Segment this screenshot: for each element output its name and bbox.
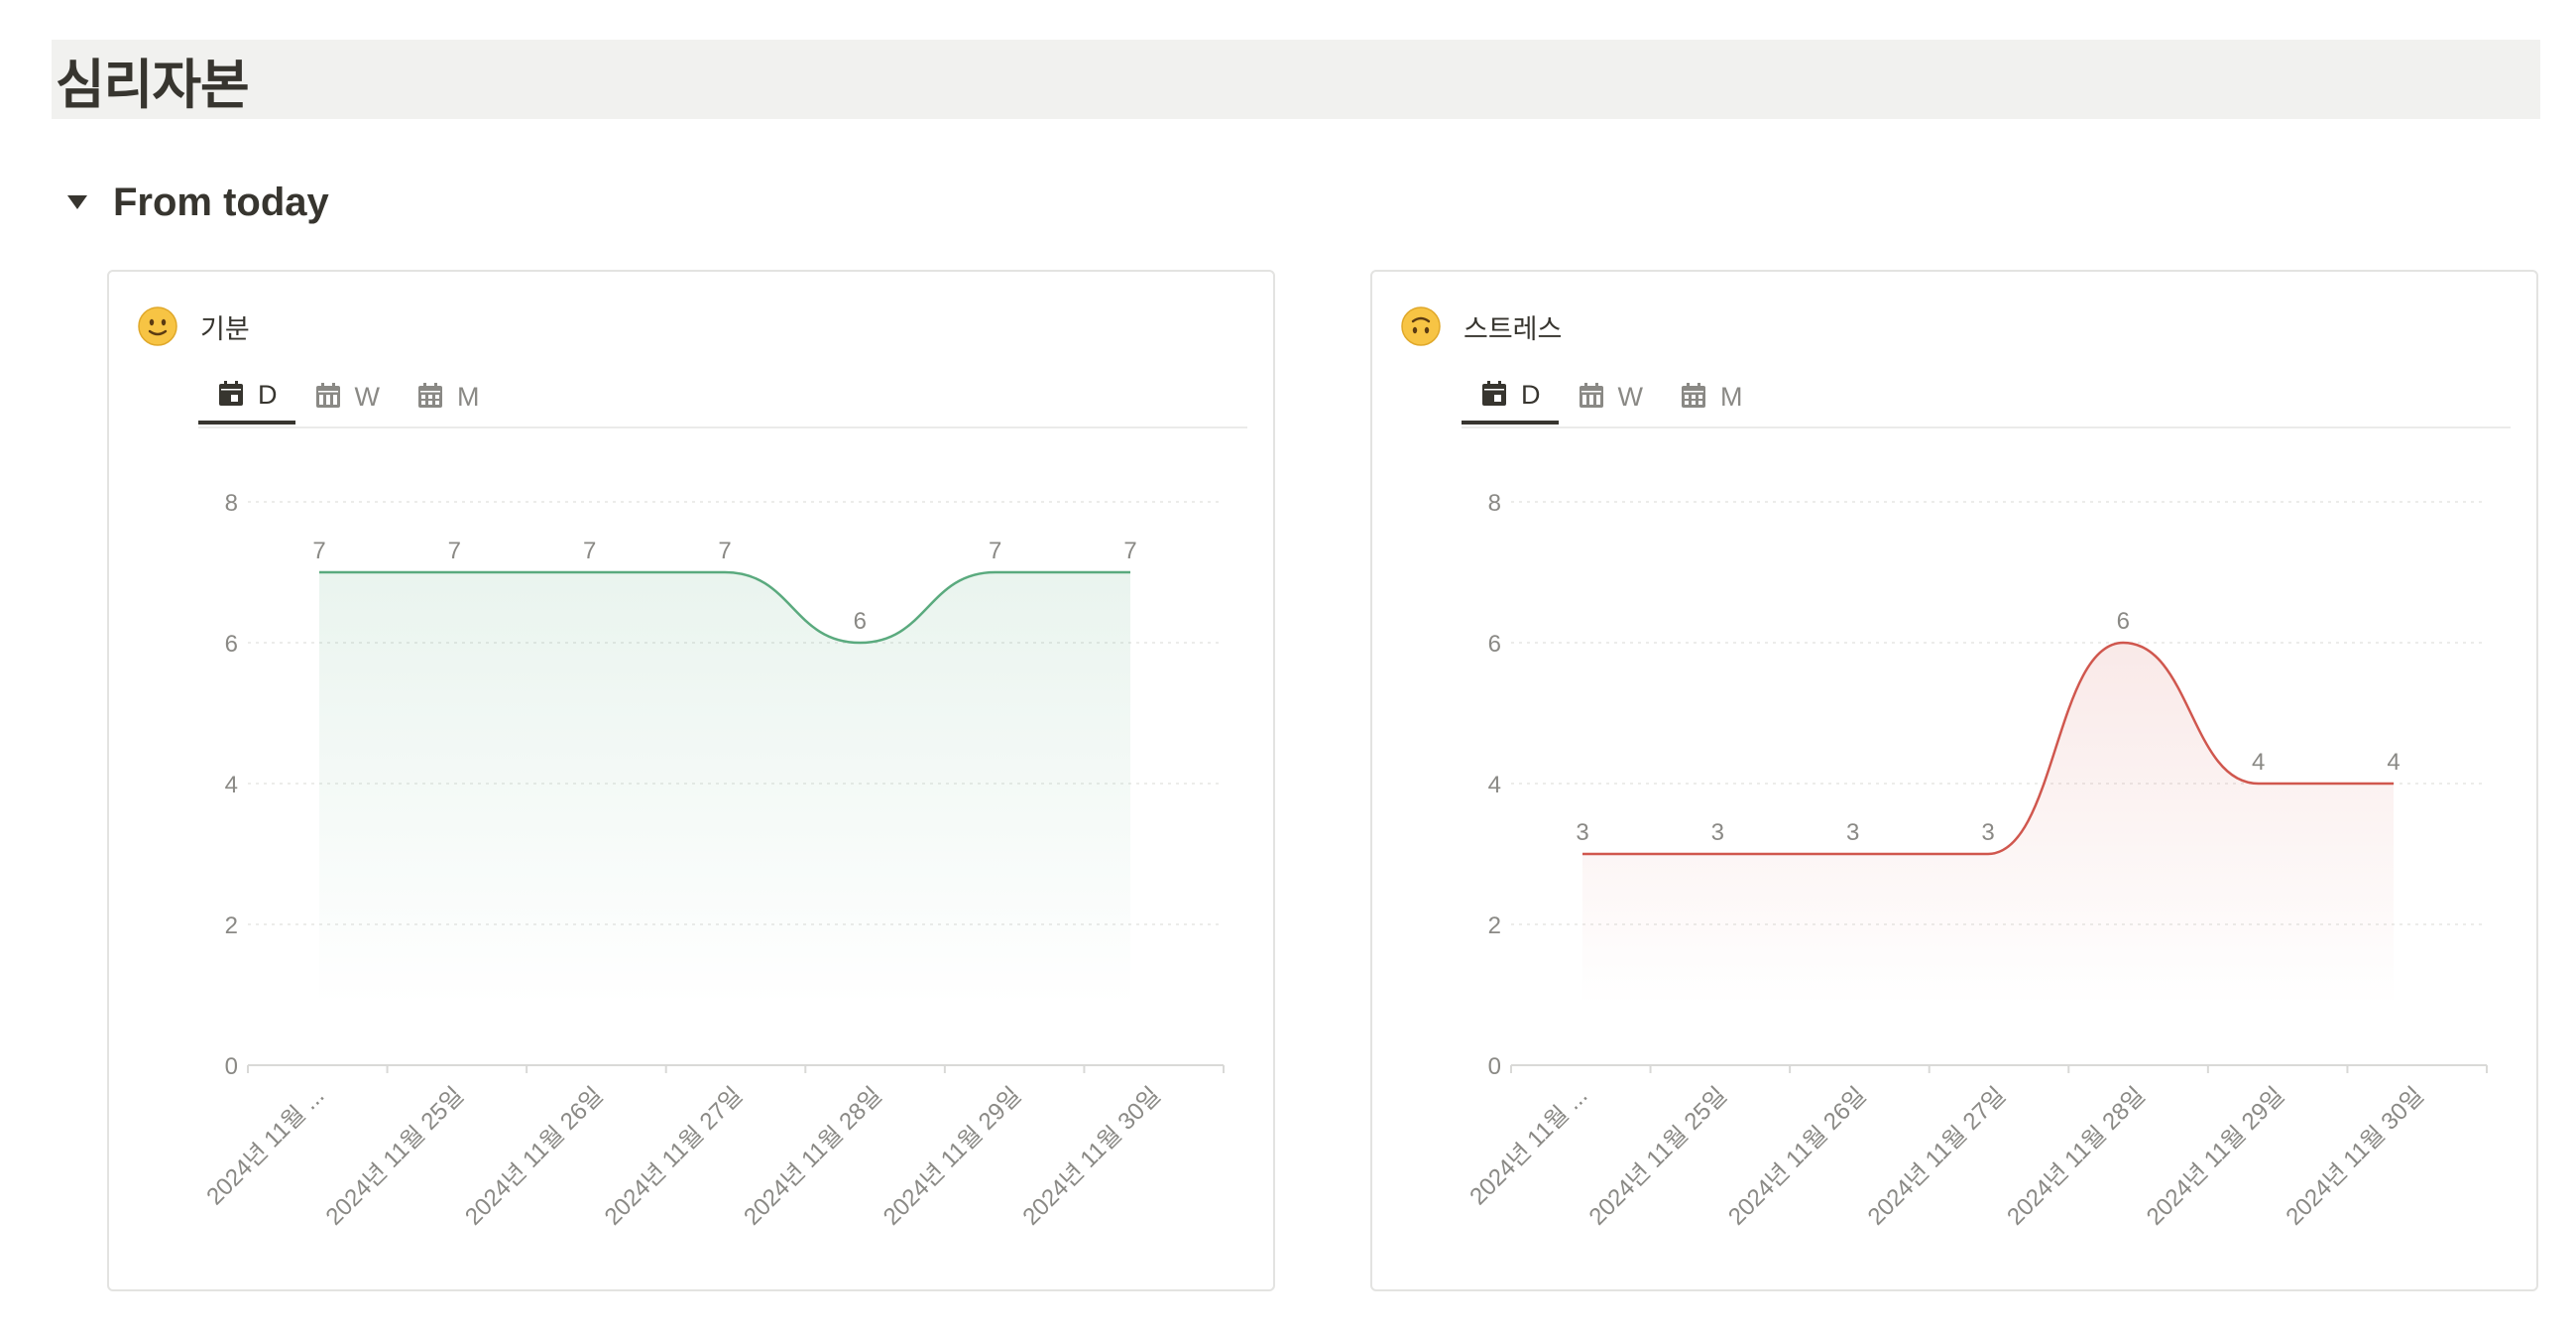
mood-chart-card: 기분 D W <box>107 270 1275 1291</box>
period-tabs: D W M <box>1462 369 2511 428</box>
y-tick-label: 0 <box>1488 1053 1501 1080</box>
tab-label: W <box>354 381 380 412</box>
tab-label: D <box>258 379 278 410</box>
y-tick-label: 4 <box>225 772 238 798</box>
period-tabs: D W M <box>198 369 1247 428</box>
x-tick-label: 2024년 11월 26일 <box>460 1082 609 1231</box>
y-tick-label: 6 <box>1488 631 1501 658</box>
y-tick-label: 2 <box>225 912 238 939</box>
x-tick-label: 2024년 11월 27일 <box>1863 1082 2012 1231</box>
tab-label: M <box>456 381 480 412</box>
tab-week[interactable]: W <box>295 369 398 425</box>
data-label: 7 <box>718 538 731 564</box>
tab-label: D <box>1521 379 1541 410</box>
tab-month[interactable]: M <box>398 369 498 425</box>
triangle-down-icon[interactable] <box>63 188 91 216</box>
data-label: 3 <box>1846 819 1859 846</box>
y-tick-label: 4 <box>1488 772 1501 798</box>
tab-day[interactable]: D <box>1462 369 1559 425</box>
x-tick-label: 2024년 11월 28일 <box>739 1082 887 1231</box>
tab-day[interactable]: D <box>198 369 295 425</box>
data-label: 4 <box>2252 749 2265 776</box>
x-tick-label: 2024년 11월 27일 <box>600 1082 749 1231</box>
y-tick-label: 0 <box>225 1053 238 1080</box>
tab-month[interactable]: M <box>1661 369 1761 425</box>
x-tick-label: 2024년 11월 29일 <box>2142 1082 2290 1231</box>
card-title: 기분 <box>200 313 250 344</box>
data-label: 3 <box>1576 819 1588 846</box>
data-label: 7 <box>989 538 1001 564</box>
data-label: 4 <box>2387 749 2400 776</box>
data-label: 6 <box>2117 608 2130 635</box>
toggle-label: From today <box>113 180 329 224</box>
series-line <box>319 570 1130 645</box>
data-label: 7 <box>1123 538 1136 564</box>
x-tick-label: 2024년 11월 26일 <box>1723 1082 1872 1231</box>
data-label: 7 <box>312 538 325 564</box>
calendar-day-icon <box>1482 381 1506 406</box>
x-tick-label: 2024년 11월 ... <box>1464 1082 1592 1210</box>
card-title: 스트레스 <box>1464 313 1563 344</box>
data-label: 7 <box>583 538 596 564</box>
y-tick-label: 8 <box>225 490 238 517</box>
tab-label: W <box>1617 381 1643 412</box>
data-label: 3 <box>1981 819 1994 846</box>
data-label: 6 <box>854 608 867 635</box>
tab-label: M <box>1719 381 1743 412</box>
card-header: 기분 <box>137 305 250 347</box>
y-tick-label: 2 <box>1488 912 1501 939</box>
area-fill <box>1582 643 2394 1006</box>
calendar-month-icon <box>417 383 442 408</box>
calendar-week-icon <box>1579 383 1603 408</box>
card-header: 스트레스 <box>1400 305 1562 347</box>
calendar-week-icon <box>315 383 340 408</box>
data-label: 3 <box>1711 819 1724 846</box>
x-tick-label: 2024년 11월 29일 <box>878 1082 1027 1231</box>
upside-down-face-icon <box>1401 306 1441 346</box>
tab-week[interactable]: W <box>1559 369 1661 425</box>
area-fill <box>319 572 1130 1006</box>
series-line <box>1582 641 2394 856</box>
x-tick-label: 2024년 11월 25일 <box>320 1082 469 1231</box>
x-tick-label: 2024년 11월 ... <box>201 1082 329 1210</box>
slightly-smiling-face-icon <box>138 306 177 346</box>
x-tick-label: 2024년 11월 25일 <box>1583 1082 1732 1231</box>
calendar-day-icon <box>219 381 243 406</box>
data-label: 7 <box>448 538 461 564</box>
y-tick-label: 8 <box>1488 490 1501 517</box>
y-tick-label: 6 <box>225 631 238 658</box>
calendar-month-icon <box>1681 383 1705 408</box>
x-tick-label: 2024년 11월 30일 <box>1017 1082 1166 1231</box>
x-tick-label: 2024년 11월 28일 <box>2002 1082 2151 1231</box>
page-title: 심리자본 <box>56 55 250 115</box>
page-header: 심리자본 <box>52 40 2540 119</box>
toggle-from-today[interactable]: From today <box>63 175 329 230</box>
x-tick-label: 2024년 11월 30일 <box>2281 1082 2429 1231</box>
stress-chart-card: 스트레스 D W <box>1370 270 2538 1291</box>
